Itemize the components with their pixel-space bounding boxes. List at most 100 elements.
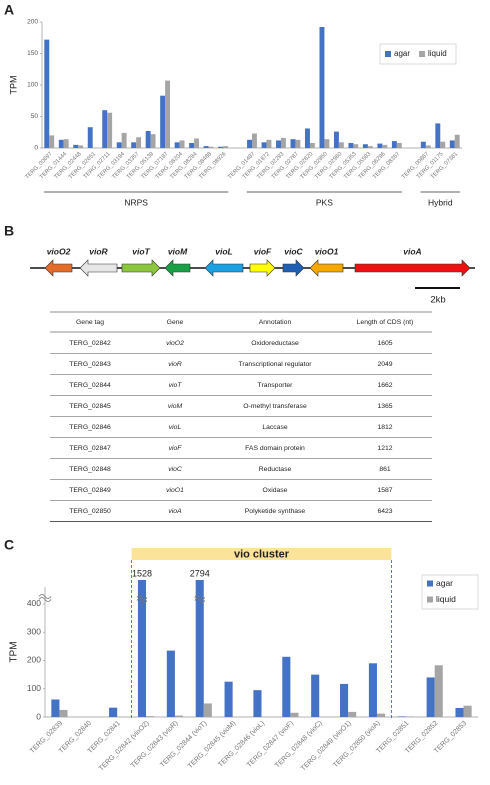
table-cell: vioF bbox=[169, 445, 183, 452]
legend-label: liquid bbox=[436, 594, 456, 604]
gene-arrow bbox=[282, 259, 305, 277]
bar bbox=[340, 683, 349, 717]
table-cell: 1212 bbox=[377, 445, 392, 452]
bar bbox=[174, 142, 180, 148]
bar bbox=[435, 123, 441, 148]
axis-break bbox=[136, 595, 148, 603]
bar bbox=[311, 674, 320, 717]
bar bbox=[319, 27, 325, 148]
legend-swatch bbox=[427, 580, 433, 587]
bar bbox=[73, 144, 79, 148]
gene-label: vioO1 bbox=[315, 246, 339, 256]
bar bbox=[59, 709, 68, 717]
table-cell: vioT bbox=[169, 382, 183, 389]
gene-label: vioT bbox=[132, 246, 150, 256]
group-label: NRPS bbox=[124, 197, 148, 207]
y-tick-label: 100 bbox=[27, 683, 41, 693]
table-cell: TERG_02848 bbox=[69, 466, 111, 473]
gene-arrow bbox=[249, 259, 276, 277]
bar bbox=[276, 140, 281, 148]
bar bbox=[131, 142, 137, 148]
y-tick-label: 100 bbox=[27, 82, 38, 89]
bar bbox=[174, 715, 183, 717]
bar bbox=[137, 580, 147, 717]
table-cell: TERG_02850 bbox=[69, 508, 111, 515]
bar bbox=[145, 130, 151, 148]
bar bbox=[160, 95, 166, 148]
bar bbox=[420, 141, 426, 148]
legend-label: agar bbox=[436, 578, 453, 588]
table-cell: 6423 bbox=[377, 508, 392, 515]
data-label: 1528 bbox=[132, 568, 152, 578]
x-tick-label: TERG_02845 (vioM) bbox=[187, 720, 237, 770]
bar bbox=[78, 145, 84, 148]
bar bbox=[63, 139, 69, 148]
bar bbox=[382, 144, 388, 148]
data-label: 2794 bbox=[190, 568, 210, 578]
table-cell: 1662 bbox=[377, 382, 392, 389]
bar bbox=[121, 132, 127, 148]
bar bbox=[194, 138, 199, 148]
table-header: Length of CDS (nt) bbox=[357, 319, 414, 326]
bar bbox=[261, 142, 267, 148]
bar bbox=[449, 140, 455, 148]
table-cell: TERG_02844 bbox=[69, 382, 111, 389]
legend-swatch bbox=[427, 596, 433, 603]
bar bbox=[208, 146, 214, 148]
table-cell: 1365 bbox=[377, 403, 392, 410]
table-cell: Polyketide synthase bbox=[245, 508, 306, 515]
bar bbox=[282, 656, 291, 717]
group-label: Hybrid bbox=[428, 197, 453, 207]
bar bbox=[309, 142, 315, 148]
bar bbox=[333, 131, 339, 148]
table-cell: vioC bbox=[168, 466, 182, 473]
bar bbox=[224, 681, 233, 717]
legend-swatch bbox=[385, 51, 391, 57]
bar bbox=[463, 705, 472, 717]
bar bbox=[377, 143, 383, 148]
y-tick-label: 150 bbox=[27, 50, 38, 57]
bar bbox=[280, 137, 286, 148]
table-cell: 861 bbox=[379, 466, 391, 473]
scale-label: 2kb bbox=[430, 295, 445, 306]
bar bbox=[116, 142, 122, 148]
gene-label: vioL bbox=[215, 246, 232, 256]
y-tick-label: 300 bbox=[27, 626, 41, 636]
bar bbox=[455, 707, 464, 717]
gene-arrow bbox=[354, 259, 471, 277]
legend-box bbox=[379, 43, 457, 65]
table-cell: vioL bbox=[169, 424, 182, 431]
y-tick-label: 200 bbox=[27, 19, 38, 26]
bar bbox=[58, 139, 64, 148]
gene-label: vioF bbox=[254, 246, 272, 256]
panel-label: A bbox=[4, 2, 14, 18]
panel-label: B bbox=[4, 223, 14, 239]
bar bbox=[150, 134, 156, 148]
axis-break bbox=[38, 594, 52, 602]
table-cell: FAS domain protein bbox=[245, 445, 305, 452]
legend-label: agar bbox=[394, 49, 410, 58]
table-cell: 2049 bbox=[377, 361, 392, 368]
bar bbox=[203, 703, 212, 717]
legend-label: liquid bbox=[428, 49, 447, 58]
cluster-band bbox=[131, 548, 392, 560]
bar bbox=[434, 665, 443, 717]
bar bbox=[166, 650, 175, 717]
bar bbox=[362, 144, 368, 148]
gene-arrow bbox=[44, 259, 73, 277]
table-cell: Transcriptional regulator bbox=[238, 361, 312, 368]
bar bbox=[252, 133, 257, 148]
table-cell: 1587 bbox=[377, 487, 392, 494]
bar bbox=[44, 39, 50, 148]
bar bbox=[290, 712, 299, 717]
y-tick-label: 0 bbox=[34, 145, 38, 152]
bar bbox=[51, 699, 60, 717]
group-label: PKS bbox=[316, 197, 333, 207]
cluster-label: vio cluster bbox=[234, 548, 290, 560]
gene-label: vioA bbox=[403, 246, 421, 256]
table-header: Gene tag bbox=[76, 319, 104, 326]
panel-label: C bbox=[4, 537, 14, 553]
bar bbox=[49, 135, 55, 148]
bar bbox=[353, 144, 359, 148]
